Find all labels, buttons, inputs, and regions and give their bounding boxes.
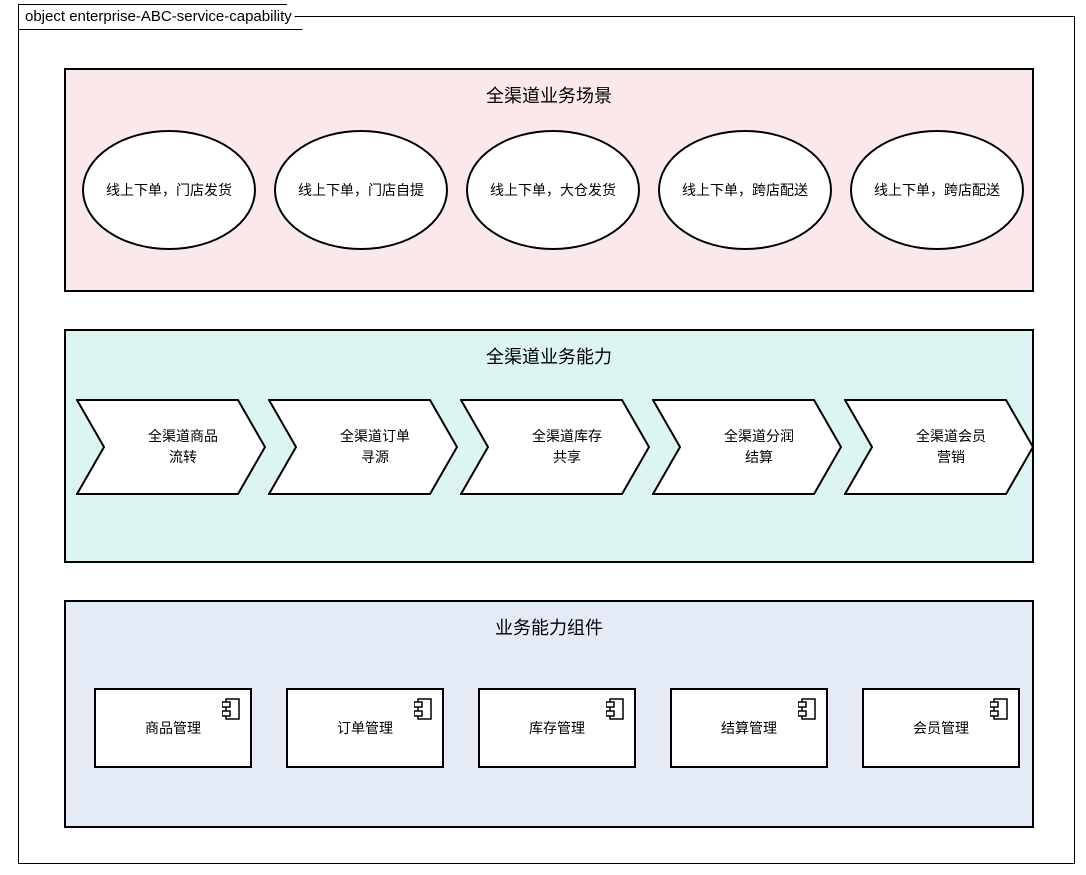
chevron-line2: 流转 <box>169 449 197 465</box>
section-scenarios-title: 全渠道业务场景 <box>66 82 1032 108</box>
scenario-ellipse-label: 线上下单，门店发货 <box>106 180 232 200</box>
component-icon <box>414 698 432 720</box>
capability-chevron-label: 全渠道分润结算 <box>652 426 842 468</box>
chevron-line1: 全渠道库存 <box>532 428 602 444</box>
component-label: 结算管理 <box>721 718 777 738</box>
component-label: 订单管理 <box>337 718 393 738</box>
chevron-line2: 营销 <box>937 449 965 465</box>
section-components-title: 业务能力组件 <box>66 614 1032 640</box>
component-box: 结算管理 <box>670 688 828 768</box>
component-label: 商品管理 <box>145 718 201 738</box>
component-icon <box>990 698 1008 720</box>
chevron-line1: 全渠道分润 <box>724 428 794 444</box>
component-label: 库存管理 <box>529 718 585 738</box>
component-icon <box>222 698 240 720</box>
component-icon <box>606 698 624 720</box>
component-icon <box>798 698 816 720</box>
scenario-ellipse: 线上下单，门店发货 <box>82 130 256 250</box>
scenario-ellipse: 线上下单，跨店配送 <box>850 130 1024 250</box>
component-box: 商品管理 <box>94 688 252 768</box>
component-label: 会员管理 <box>913 718 969 738</box>
capability-chevron: 全渠道订单寻源 <box>268 399 458 495</box>
section-capabilities: 全渠道业务能力 全渠道商品流转全渠道订单寻源全渠道库存共享全渠道分润结算全渠道会… <box>64 329 1034 563</box>
capability-chevron-label: 全渠道库存共享 <box>460 426 650 468</box>
capability-chevron-label: 全渠道订单寻源 <box>268 426 458 468</box>
component-box: 订单管理 <box>286 688 444 768</box>
scenario-ellipse-label: 线上下单，跨店配送 <box>874 180 1000 200</box>
scenario-ellipse: 线上下单，跨店配送 <box>658 130 832 250</box>
scenario-ellipse: 线上下单，门店自提 <box>274 130 448 250</box>
chevron-line1: 全渠道会员 <box>916 428 986 444</box>
capability-chevron-label: 全渠道会员营销 <box>844 426 1034 468</box>
capability-chevron: 全渠道分润结算 <box>652 399 842 495</box>
scenario-ellipse-label: 线上下单，大仓发货 <box>490 180 616 200</box>
chevron-line2: 结算 <box>745 449 773 465</box>
scenario-ellipse: 线上下单，大仓发货 <box>466 130 640 250</box>
frame-title-tab: object enterprise-ABC-service-capability <box>18 4 303 30</box>
component-box: 库存管理 <box>478 688 636 768</box>
component-box: 会员管理 <box>862 688 1020 768</box>
capability-chevron: 全渠道会员营销 <box>844 399 1034 495</box>
scenario-ellipse-label: 线上下单，跨店配送 <box>682 180 808 200</box>
capability-chevron: 全渠道库存共享 <box>460 399 650 495</box>
diagram-canvas: object enterprise-ABC-service-capability… <box>0 0 1086 875</box>
chevron-line1: 全渠道订单 <box>340 428 410 444</box>
section-components: 业务能力组件 商品管理 订单管理 库存管理 结算管理 会员管理 <box>64 600 1034 828</box>
scenario-ellipse-label: 线上下单，门店自提 <box>298 180 424 200</box>
chevron-line2: 寻源 <box>361 449 389 465</box>
chevron-line1: 全渠道商品 <box>148 428 218 444</box>
capability-chevron: 全渠道商品流转 <box>76 399 266 495</box>
capability-chevron-label: 全渠道商品流转 <box>76 426 266 468</box>
section-capabilities-title: 全渠道业务能力 <box>66 343 1032 369</box>
section-scenarios: 全渠道业务场景 线上下单，门店发货 线上下单，门店自提 线上下单，大仓发货 线上下单，… <box>64 68 1034 292</box>
chevron-line2: 共享 <box>553 449 581 465</box>
frame-title: object enterprise-ABC-service-capability <box>25 8 292 25</box>
